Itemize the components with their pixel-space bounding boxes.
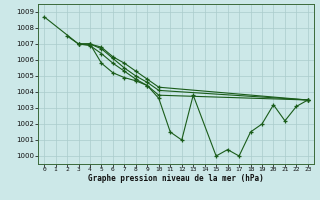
X-axis label: Graphe pression niveau de la mer (hPa): Graphe pression niveau de la mer (hPa) <box>88 174 264 183</box>
